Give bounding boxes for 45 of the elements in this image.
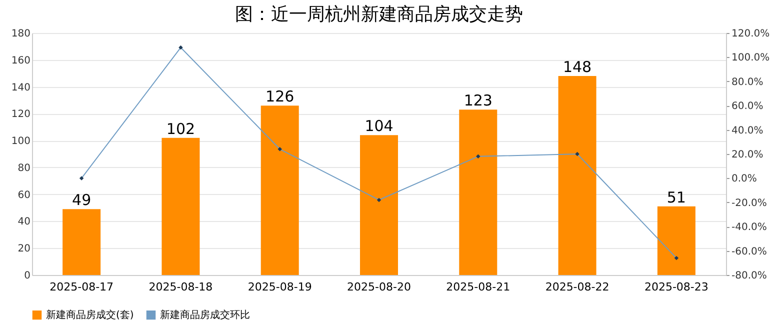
y2-tick-label: 100.0% (732, 52, 770, 64)
data-label: 49 (72, 191, 92, 210)
y-tick-label: 0 (24, 270, 30, 282)
y-tick-label: 140 (11, 82, 30, 94)
x-tick-label: 2025-08-21 (446, 280, 510, 294)
y2-tick-label: 60.0% (732, 101, 764, 112)
data-label: 104 (364, 117, 394, 136)
bar (459, 110, 498, 275)
chart-title: 图：近一周杭州新建商品房成交走势 (235, 4, 523, 25)
bar (260, 106, 299, 275)
x-tick-label: 2025-08-19 (248, 280, 312, 294)
legend-label: 新建商品房成交环比 (160, 309, 250, 322)
legend-label: 新建商品房成交(套) (46, 309, 134, 322)
y-tick-label: 60 (18, 190, 30, 201)
data-label: 126 (266, 88, 294, 106)
data-label: 123 (464, 92, 492, 110)
data-label: 148 (562, 58, 592, 76)
bar (657, 206, 696, 275)
y-tick-label: 160 (11, 55, 30, 66)
y2-tick-label: -60.0% (732, 246, 767, 258)
x-tick-label: 2025-08-23 (644, 280, 708, 294)
y2-tick-label: 40.0% (732, 125, 764, 136)
y-tick-label: 20 (18, 244, 30, 255)
x-tick-label: 2025-08-18 (148, 280, 213, 294)
data-label: 102 (166, 120, 196, 138)
y2-tick-label: -40.0% (732, 222, 767, 234)
x-tick-label: 2025-08-17 (50, 280, 114, 294)
bar (162, 138, 200, 275)
y-tick-label: 120 (11, 109, 30, 120)
y-tick-label: 180 (11, 28, 30, 40)
bar (62, 209, 101, 275)
y2-tick-label: -80.0% (732, 270, 767, 282)
y-tick-label: 100 (11, 136, 30, 148)
data-label: 51 (666, 188, 686, 206)
y2-tick-label: 0.0% (732, 174, 757, 185)
bar (360, 135, 398, 275)
y2-tick-label: 120.0% (732, 28, 770, 40)
y2-tick-label: -20.0% (732, 198, 767, 209)
x-tick-label: 2025-08-20 (347, 280, 411, 294)
x-tick-label: 2025-08-22 (545, 280, 610, 294)
y2-tick-label: 20.0% (732, 150, 764, 160)
y-tick-label: 40 (18, 216, 30, 228)
bar (558, 76, 596, 275)
y2-tick-label: 80.0% (732, 76, 764, 88)
y-tick-label: 80 (18, 162, 30, 174)
